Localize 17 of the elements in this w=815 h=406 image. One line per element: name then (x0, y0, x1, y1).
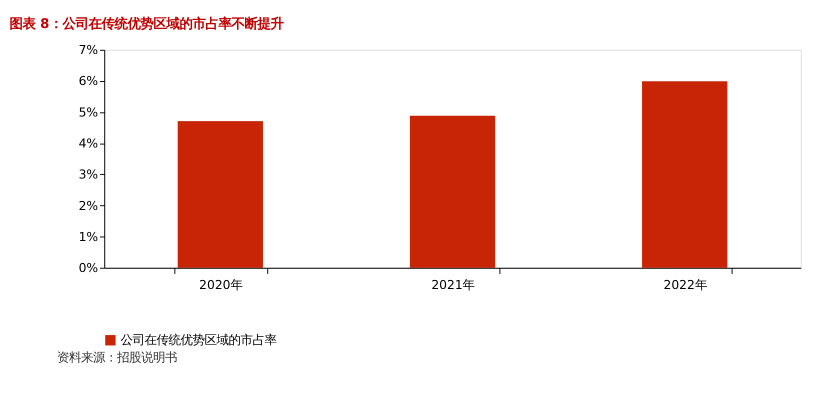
y-tick-label: 0% (78, 261, 98, 276)
text: 资料来源：招股说明书 (56, 350, 177, 365)
y-tick-label: 3% (78, 168, 98, 182)
y-tick-label: 4% (78, 136, 98, 150)
bar (642, 81, 728, 268)
y-tick-label: 7% (78, 43, 98, 58)
y-tick-label: 5% (78, 105, 98, 120)
chart-title: 图表 8：公司在传统优势区域的市占率不断提升 (9, 16, 284, 32)
bar (178, 121, 263, 268)
y-tick-label: 6% (78, 74, 98, 88)
y-tick-label: 2% (78, 198, 98, 213)
x-tick-label: 2020年 (199, 278, 242, 292)
x-tick-label: 2021年 (431, 278, 475, 292)
legend-label: 公司在传统优势区域的市占率 (120, 333, 276, 348)
x-tick-label: 2022年 (664, 278, 707, 292)
y-tick-label: 1% (78, 230, 98, 244)
bar (410, 116, 496, 268)
